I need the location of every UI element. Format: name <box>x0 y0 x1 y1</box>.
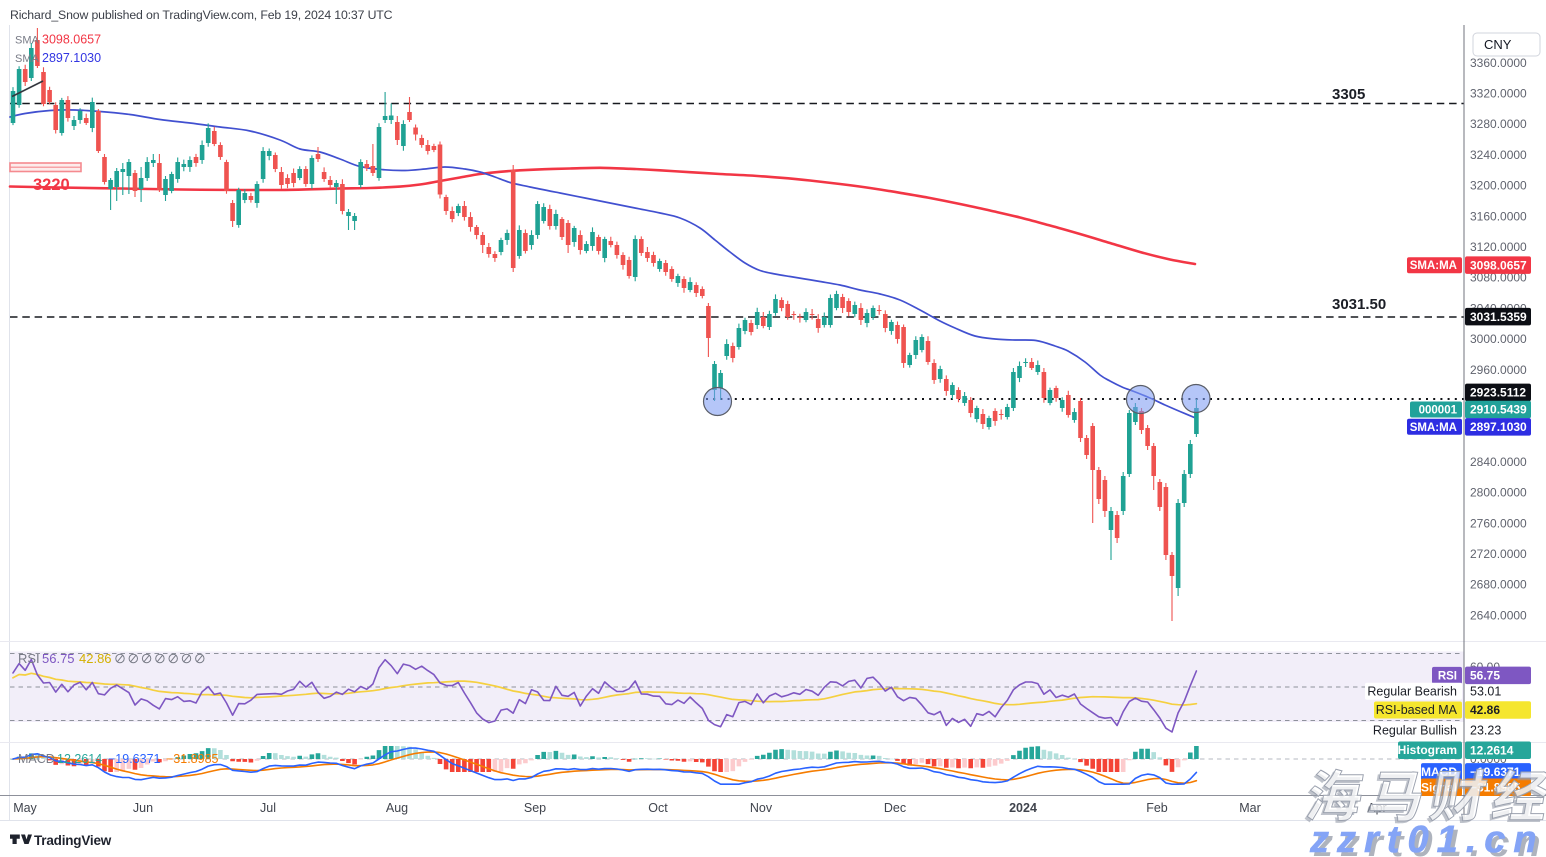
svg-text:42.86: 42.86 <box>79 651 112 666</box>
svg-text:Nov: Nov <box>750 801 773 815</box>
svg-text:12.2614: 12.2614 <box>57 752 102 766</box>
svg-text:SMA:MA: SMA:MA <box>1410 260 1457 272</box>
svg-text:2680.0000: 2680.0000 <box>1470 578 1527 592</box>
svg-text:2960.0000: 2960.0000 <box>1470 363 1527 377</box>
svg-text:TradingView: TradingView <box>34 833 112 848</box>
svg-text:3220: 3220 <box>33 176 70 194</box>
svg-text:Oct: Oct <box>648 801 668 815</box>
svg-text:zzrt01.cn: zzrt01.cn <box>1313 823 1546 857</box>
svg-text:Feb: Feb <box>1146 801 1168 815</box>
svg-text:000001: 000001 <box>1419 405 1458 417</box>
svg-text:Regular Bearish: Regular Bearish <box>1367 684 1457 698</box>
svg-text:3098.0657: 3098.0657 <box>1470 258 1527 272</box>
svg-text:3000.0000: 3000.0000 <box>1470 332 1527 346</box>
svg-text:12.2614: 12.2614 <box>1470 743 1514 757</box>
svg-text:2720.0000: 2720.0000 <box>1470 547 1527 561</box>
svg-text:zzrt01.cn: zzrt01.cn <box>1309 819 1545 857</box>
svg-text:SMA: SMA <box>15 53 40 65</box>
svg-text:Mar: Mar <box>1239 801 1261 815</box>
svg-text:3160.0000: 3160.0000 <box>1470 209 1527 223</box>
svg-text:3031.50: 3031.50 <box>1332 296 1386 313</box>
svg-text:−19.6371: −19.6371 <box>108 752 161 766</box>
svg-text:2800.0000: 2800.0000 <box>1470 486 1527 500</box>
svg-text:RSI: RSI <box>18 651 40 666</box>
svg-text:2024: 2024 <box>1009 801 1037 815</box>
svg-text:Jul: Jul <box>260 801 276 815</box>
svg-text:2897.1030: 2897.1030 <box>42 51 101 65</box>
svg-text:Aug: Aug <box>386 801 408 815</box>
svg-text:SMA:MA: SMA:MA <box>1410 422 1457 434</box>
svg-text:2923.5112: 2923.5112 <box>1470 386 1526 400</box>
svg-text:−31.8985: −31.8985 <box>166 752 219 766</box>
svg-text:Sep: Sep <box>524 801 546 815</box>
svg-text:56.75: 56.75 <box>42 651 75 666</box>
svg-text:3080.0000: 3080.0000 <box>1470 271 1527 285</box>
svg-text:3360.0000: 3360.0000 <box>1470 56 1527 70</box>
svg-text:Jun: Jun <box>133 801 153 815</box>
svg-text:SMA: SMA <box>15 35 40 47</box>
svg-text:2640.0000: 2640.0000 <box>1470 608 1527 622</box>
svg-text:CNY: CNY <box>1484 37 1512 52</box>
svg-text:May: May <box>13 801 37 815</box>
svg-text:3120.0000: 3120.0000 <box>1470 240 1527 254</box>
svg-text:MACD: MACD <box>18 752 55 766</box>
svg-text:56.75: 56.75 <box>1470 669 1500 683</box>
svg-text:3305: 3305 <box>1332 86 1365 103</box>
svg-text:3200.0000: 3200.0000 <box>1470 179 1527 193</box>
svg-text:2910.5439: 2910.5439 <box>1470 403 1527 417</box>
svg-text:42.86: 42.86 <box>1470 703 1500 717</box>
svg-text:3031.5359: 3031.5359 <box>1470 310 1527 324</box>
svg-text:3098.0657: 3098.0657 <box>42 33 101 47</box>
svg-text:3240.0000: 3240.0000 <box>1470 148 1527 162</box>
svg-text:Richard_Snow published on Trad: Richard_Snow published on TradingView.co… <box>10 8 393 22</box>
svg-text:RSI: RSI <box>1438 670 1457 682</box>
svg-text:23.23: 23.23 <box>1470 724 1501 738</box>
svg-text:53.01: 53.01 <box>1470 685 1501 699</box>
svg-text:2840.0000: 2840.0000 <box>1470 455 1527 469</box>
svg-text:2760.0000: 2760.0000 <box>1470 516 1527 530</box>
svg-text:Regular Bullish: Regular Bullish <box>1373 723 1457 737</box>
svg-text:3320.0000: 3320.0000 <box>1470 87 1527 101</box>
svg-text:RSI-based MA: RSI-based MA <box>1376 703 1458 717</box>
svg-text:Histogram: Histogram <box>1398 743 1457 757</box>
svg-text:2897.1030: 2897.1030 <box>1470 420 1527 434</box>
svg-text:3280.0000: 3280.0000 <box>1470 117 1527 131</box>
svg-text:Dec: Dec <box>884 801 906 815</box>
